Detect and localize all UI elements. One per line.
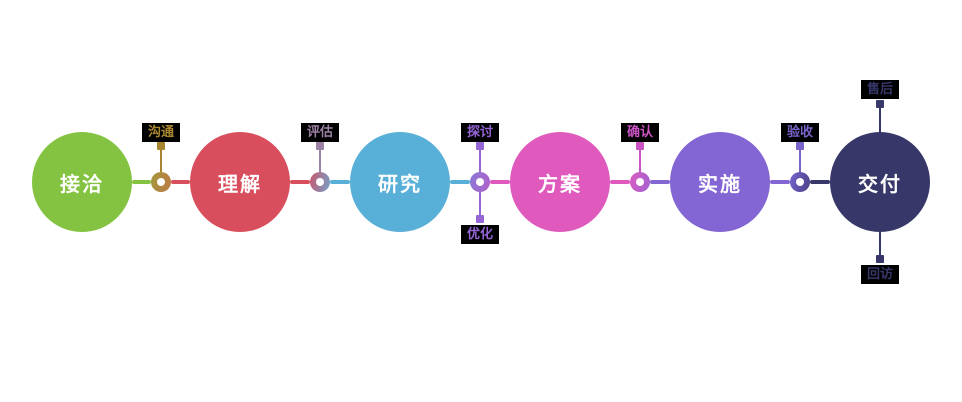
- ring-hole: [157, 178, 165, 186]
- tag-pointer-square: [796, 142, 804, 150]
- ring-hole: [476, 178, 484, 186]
- tag-stem-line-bottom: [479, 192, 481, 215]
- terminal-tag-top: 售后: [861, 80, 899, 99]
- stage-label-5: 实施: [698, 171, 742, 196]
- tag-stem-line-bottom: [879, 232, 881, 255]
- stage-circle-2: 理解: [190, 132, 290, 232]
- connector-ring: [790, 172, 810, 192]
- connector-tag-bottom: 优化: [461, 225, 499, 244]
- tag-stem-line: [639, 150, 641, 172]
- tag-stem-line: [160, 150, 162, 172]
- tag-pointer-square: [316, 142, 324, 150]
- connector-ring: [470, 172, 490, 192]
- ring-hole: [636, 178, 644, 186]
- link-line-left: [132, 180, 151, 184]
- link-line-left: [610, 180, 630, 184]
- connector-tag: 确认: [621, 123, 659, 142]
- link-line-right: [650, 180, 670, 184]
- connector-ring: [310, 172, 330, 192]
- stage-circle-6: 交付: [830, 132, 930, 232]
- connector-tag: 沟通: [142, 123, 180, 142]
- tag-pointer-square-bottom: [476, 215, 484, 223]
- connector-ring: [151, 172, 171, 192]
- link-line-left: [290, 180, 310, 184]
- stage-circle-3: 研究: [350, 132, 450, 232]
- stage-label-3: 研究: [378, 171, 422, 196]
- tag-stem-line: [799, 150, 801, 172]
- stage-circle-5: 实施: [670, 132, 770, 232]
- tag-stem-line: [479, 150, 481, 172]
- ring-hole: [316, 178, 324, 186]
- link-line-left: [770, 180, 790, 184]
- link-line-right: [171, 180, 190, 184]
- terminal-tag-bottom: 回访: [861, 265, 899, 284]
- link-line-left: [450, 180, 470, 184]
- link-line-right: [810, 180, 830, 184]
- tag-stem-line-top: [879, 108, 881, 132]
- ring-hole: [796, 178, 804, 186]
- tag-pointer-square: [636, 142, 644, 150]
- stage-circle-1: 接洽: [32, 132, 132, 232]
- tag-stem-line: [319, 150, 321, 172]
- connector-ring: [630, 172, 650, 192]
- tag-pointer-square-bottom: [876, 255, 884, 263]
- tag-pointer-square: [157, 142, 165, 150]
- connector-tag-top: 探讨: [461, 123, 499, 142]
- link-line-right: [330, 180, 350, 184]
- stage-label-1: 接洽: [60, 171, 104, 196]
- stage-label-6: 交付: [858, 171, 902, 196]
- stage-circle-4: 方案: [510, 132, 610, 232]
- stage-label-4: 方案: [538, 171, 582, 196]
- tag-pointer-square: [476, 142, 484, 150]
- connector-tag: 验收: [781, 123, 819, 142]
- connector-tag: 评估: [301, 123, 339, 142]
- tag-pointer-square-top: [876, 100, 884, 108]
- link-line-right: [490, 180, 510, 184]
- stage-label-2: 理解: [218, 171, 262, 196]
